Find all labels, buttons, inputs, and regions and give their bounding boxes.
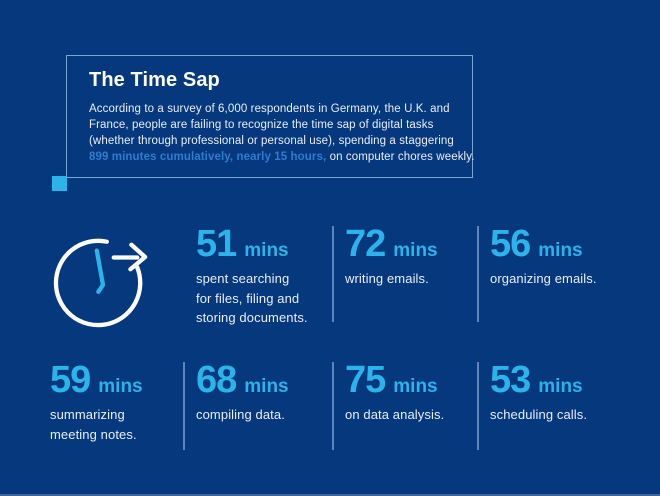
stat-unit: mins [98,376,143,397]
intro-box: The Time Sap According to a survey of 6,… [66,55,474,178]
highlight-stat-text: 899 minutes cumulatively, nearly 15 hour… [89,151,327,163]
intro-line-2: France, people are failing to recognize … [89,119,434,131]
bottom-edge-line [0,494,660,496]
stat-card-searching: 51 mins spent searching for files, filin… [183,224,332,336]
stat-value: 68 [196,359,237,401]
stat-unit: mins [393,240,438,261]
stat-value: 56 [490,223,531,265]
intro-line-3: (whether through professional or persona… [89,135,454,147]
stat-value-row: 53 mins [490,360,630,400]
stat-description: summarizing meeting notes. [50,407,137,442]
stat-description: scheduling calls. [490,407,588,422]
stat-value-row: 75 mins [345,360,477,400]
stat-value: 72 [345,223,386,265]
stats-grid: 51 mins spent searching for files, filin… [50,224,630,450]
clock-history-icon-svg [53,238,148,328]
divider-line [183,362,185,450]
divider-line [332,226,334,322]
clock-icon-cell [50,224,183,336]
stat-card-data-analysis: 75 mins on data analysis. [332,360,477,450]
stat-card-meeting-notes: 59 mins summarizing meeting notes. [50,360,183,444]
divider-line [332,362,334,450]
stat-card-writing-emails: 72 mins writing emails. [332,224,477,336]
stat-description: on data analysis. [345,407,445,422]
stat-description: writing emails. [345,271,429,286]
intro-line-4-end: on computer chores weekly. [326,151,475,163]
stat-value-row: 56 mins [490,224,630,264]
stat-description: spent searching for files, filing and st… [196,271,308,325]
stat-description: compiling data. [196,407,285,422]
accent-square [52,176,67,191]
page-title: The Time Sap [89,69,220,91]
stat-card-organizing-emails: 56 mins organizing emails. [477,224,630,336]
stat-card-scheduling-calls: 53 mins scheduling calls. [477,360,630,450]
stat-description: organizing emails. [490,271,597,286]
stat-unit: mins [244,240,289,261]
stat-value-row: 59 mins [50,360,183,400]
stat-value-row: 68 mins [196,360,332,400]
divider-line [477,226,479,322]
intro-paragraph: According to a survey of 6,000 responden… [89,101,474,165]
intro-line-4: 899 minutes cumulatively, nearly 15 hour… [89,151,475,163]
stat-value-row: 72 mins [345,224,477,264]
stat-value: 53 [490,359,531,401]
stat-value: 59 [50,359,91,401]
clock-history-icon [53,232,151,330]
divider-line [477,362,479,450]
intro-line-1: According to a survey of 6,000 responden… [89,103,450,115]
stat-unit: mins [538,376,583,397]
stat-value: 75 [345,359,386,401]
stat-unit: mins [393,376,438,397]
stat-value-row: 51 mins [196,224,332,264]
stat-card-compiling-data: 68 mins compiling data. [183,360,332,450]
stat-unit: mins [244,376,289,397]
stat-value: 51 [196,223,237,265]
stat-unit: mins [538,240,583,261]
